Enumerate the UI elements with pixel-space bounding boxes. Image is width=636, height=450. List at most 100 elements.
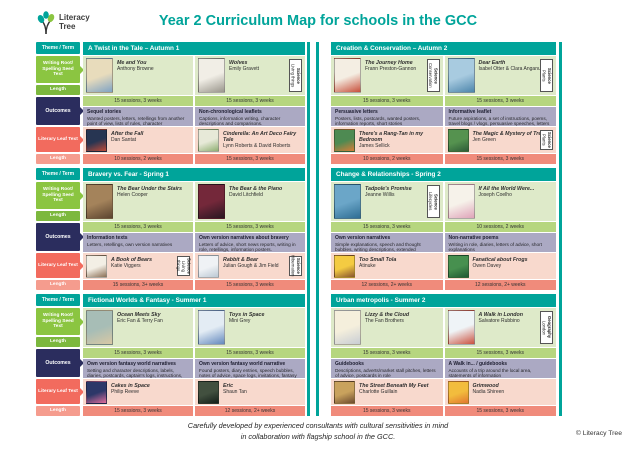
book-cover bbox=[447, 255, 469, 278]
writing-root-book: The Journey Home Frann Preston-Gannon Scie… bbox=[331, 56, 443, 95]
subject-tag-subject: Science bbox=[186, 258, 192, 274]
literary-leaf-book: A Book of Bears Katie Viggers Science Livin… bbox=[83, 253, 193, 279]
term-half: The Journey Home Frann Preston-Gannon Scie… bbox=[331, 56, 443, 164]
writing-root-book: Tadpole's Promise Jeanne Willis Science Lif… bbox=[331, 182, 443, 221]
book-author: Helen Cooper bbox=[117, 192, 148, 199]
book-cover bbox=[86, 58, 113, 93]
outcomes-text: Captions, information writing, character… bbox=[199, 115, 281, 127]
outcomes-title: Sequel stories bbox=[87, 109, 122, 115]
book-cover bbox=[198, 255, 219, 278]
subject-tag-label: Science Plants bbox=[541, 68, 552, 84]
book-cover bbox=[334, 381, 355, 404]
sessions-bar: 15 sessions, 3 weeks bbox=[444, 406, 556, 416]
writing-root-book: The Bear & the Piano David Litchfield bbox=[195, 182, 305, 221]
book-info: Wolves Emily Gravett bbox=[229, 58, 259, 93]
book-info: Cinderella: An Art Deco Fairy Tale Lynn R… bbox=[223, 129, 302, 151]
outcomes-title: A Walk in... / guidebooks bbox=[448, 361, 508, 367]
book-info: If All the World Were... Joseph Coelho bbox=[479, 184, 535, 219]
book-info: A Walk in London Salvatore Rubbino bbox=[479, 310, 523, 345]
subject-tag-label: Science Lifecycles bbox=[428, 192, 438, 210]
term-panel: Bravery vs. Fear - Spring 1 The Bear Unde… bbox=[83, 168, 305, 290]
sessions-bar: 15 sessions, 3 weeks bbox=[83, 96, 193, 106]
book-info: The Bear Under the Stairs Helen Cooper bbox=[117, 184, 182, 219]
term-half: The Bear Under the Stairs Helen Cooper 15 … bbox=[83, 182, 193, 290]
writing-root-book: Me and You Anthony Browne bbox=[83, 56, 193, 95]
sidebar-label-length: Length bbox=[36, 85, 80, 95]
writing-root-book: Wolves Emily Gravett Science Living things bbox=[195, 56, 305, 95]
sidebar-label-outcomes: Outcomes bbox=[36, 97, 80, 125]
subject-tag: Science Plants bbox=[540, 130, 553, 150]
sessions-bar: 15 sessions, 3 weeks bbox=[331, 96, 443, 106]
subject-tag: Science Living things bbox=[289, 59, 302, 92]
book-author: Jeanne Willis bbox=[365, 192, 395, 199]
book-info: Dear Earth Isabel Otter & Clara Anganuzzi bbox=[479, 58, 547, 93]
sessions-bar: 15 sessions, 3 weeks bbox=[195, 280, 305, 290]
book-title: Me and You bbox=[117, 60, 147, 66]
panel-body: Ocean Meets Sky Eric Fan & Terry Fan 15 se… bbox=[83, 308, 305, 416]
sessions-bar: 15 sessions, 3 weeks bbox=[83, 348, 193, 358]
book-info: Lizzy & the Cloud The Fan Brothers bbox=[365, 310, 409, 345]
book-author: Dan Santat bbox=[111, 137, 137, 144]
book-cover bbox=[86, 381, 107, 404]
outcomes-section: Persuasive letters Posters, lists, postca… bbox=[331, 107, 443, 126]
term-panel: A Twist in the Tale – Autumn 1 Me and You… bbox=[83, 42, 305, 164]
subject-tag-label: Science Plants bbox=[541, 132, 552, 148]
book-title: Rabbit & Bear bbox=[223, 257, 259, 263]
book-info: Eric Shaun Tan bbox=[223, 381, 247, 403]
sessions-bar: 15 sessions, 3 weeks bbox=[195, 348, 305, 358]
outcomes-section: Guidebooks Descriptions, adverts/market s… bbox=[331, 359, 443, 378]
book-title: Cakes in Space bbox=[111, 383, 150, 389]
literary-leaf-book: Rabbit & Bear Julian Gough & Jim Field Sci… bbox=[195, 253, 305, 279]
outcomes-text: Simple explanations, speech and thought … bbox=[335, 241, 421, 253]
curriculum-row: Theme / Term Writing Root/ Spelling Seed … bbox=[36, 168, 563, 290]
outcomes-text: Writing in role, diaries, letters of adv… bbox=[448, 241, 542, 253]
literary-leaf-book: The Street Beneath My Feet Charlotte Guil… bbox=[331, 379, 443, 405]
book-cover bbox=[86, 129, 107, 152]
sidebar-label-literary-leaf-text: Literary Leaf Text bbox=[36, 127, 80, 152]
book-info: Fanatical about Frogs Owen Davey bbox=[473, 255, 528, 277]
logo-wordmark: Literacy Tree bbox=[59, 13, 90, 32]
book-title: Grimwood bbox=[472, 383, 499, 389]
sessions-bar: 10 sessions, 2 weeks bbox=[83, 154, 193, 164]
writing-root-book: Toys in Space Mini Grey bbox=[195, 308, 305, 347]
subject-tag-topic: Conservation bbox=[428, 63, 433, 88]
outcomes-text: Letters of advice, short news reports, w… bbox=[199, 241, 296, 253]
sidebar-label-writing-root-spelling-seed-text: Writing Root/ Spelling Seed Text bbox=[36, 182, 80, 209]
outcomes-text: Found posters, diary entries, speech bub… bbox=[199, 367, 297, 379]
sessions-bar: 15 sessions, 3 weeks bbox=[331, 222, 443, 232]
outcomes-section: Informative leaflet Future aspirations, a… bbox=[444, 107, 556, 126]
book-title: The Bear Under the Stairs bbox=[117, 186, 183, 192]
sessions-bar: 15 sessions, 3 weeks bbox=[83, 406, 193, 416]
column-divider-line bbox=[307, 42, 310, 416]
outcomes-text: Wanted posters, letters, retellings from… bbox=[87, 115, 185, 127]
subject-tag: Science Lifecycles bbox=[426, 185, 440, 218]
book-cover bbox=[198, 381, 219, 404]
subject-tag-subject: Science bbox=[295, 258, 301, 274]
book-title: Too Small Tola bbox=[359, 257, 397, 263]
subject-tag: Science Hibernation bbox=[289, 255, 302, 277]
book-info: The Bear & the Piano David Litchfield bbox=[229, 184, 282, 219]
subject-tag: Science Living things bbox=[176, 256, 192, 276]
literary-leaf-book: There's a Rang-Tan in my Bedroom James Se… bbox=[331, 127, 443, 153]
sidebar-label-length: Length bbox=[36, 280, 80, 290]
book-title: A Walk in London bbox=[478, 312, 523, 318]
term-half: Ocean Meets Sky Eric Fan & Terry Fan 15 se… bbox=[83, 308, 193, 416]
writing-root-book: The Bear Under the Stairs Helen Cooper bbox=[83, 182, 193, 221]
sessions-bar: 15 sessions, 3 weeks bbox=[83, 222, 193, 232]
book-title: A Book of Bears bbox=[111, 257, 153, 263]
sidebar-label-theme-term: Theme / Term bbox=[36, 42, 80, 54]
panel-body: The Journey Home Frann Preston-Gannon Scie… bbox=[331, 56, 556, 164]
panel-body: Tadpole's Promise Jeanne Willis Science Lif… bbox=[331, 182, 556, 290]
book-info: Me and You Anthony Browne bbox=[117, 58, 154, 93]
book-title: Wolves bbox=[229, 60, 248, 66]
literary-leaf-book: After the Fall Dan Santat bbox=[83, 127, 193, 153]
book-info: There's a Rang-Tan in my Bedroom James Se… bbox=[359, 129, 440, 151]
term-half: Tadpole's Promise Jeanne Willis Science Lif… bbox=[331, 182, 443, 290]
book-title: Eric bbox=[223, 383, 234, 389]
book-author: David Litchfield bbox=[229, 192, 263, 199]
book-cover bbox=[198, 129, 219, 152]
panel-title: Creation & Conservation – Autumn 2 bbox=[331, 42, 556, 55]
writing-root-book: A Walk in London Salvatore Rubbino Geograp… bbox=[444, 308, 556, 347]
book-title: Fanatical about Frogs bbox=[472, 257, 528, 263]
subject-tag: Science Plants bbox=[540, 59, 553, 92]
